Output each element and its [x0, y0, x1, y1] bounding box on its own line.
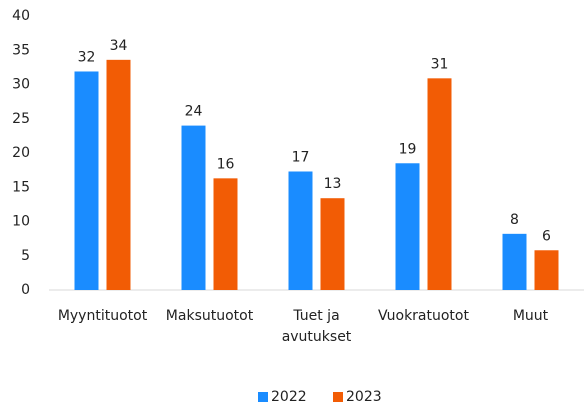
y-tick-label: 30 [12, 77, 30, 93]
bar [534, 250, 559, 290]
y-tick-label: 40 [12, 8, 30, 24]
x-tick-label: Vuokratuotot [378, 308, 469, 324]
y-tick-label: 0 [21, 282, 30, 298]
data-label: 19 [399, 141, 417, 157]
y-tick-label: 5 [21, 248, 30, 264]
y-tick-label: 35 [12, 42, 30, 58]
data-label: 16 [217, 156, 235, 172]
x-tick-label: Myyntituotot [58, 308, 148, 324]
y-tick-label: 25 [12, 111, 30, 127]
y-tick-label: 20 [12, 145, 30, 161]
bar [213, 178, 238, 290]
y-tick-label: 15 [12, 179, 30, 195]
legend-label: 2023 [346, 389, 382, 405]
bar [320, 198, 345, 290]
bar [106, 59, 131, 291]
bar [288, 171, 313, 290]
data-label: 31 [431, 56, 449, 72]
data-label: 17 [292, 149, 310, 165]
data-label: 34 [110, 38, 128, 54]
bar [395, 163, 420, 290]
legend-swatch [333, 392, 343, 402]
x-tick-label: Maksutuotot [166, 308, 254, 324]
legend-label: 2022 [271, 389, 307, 405]
legend-swatch [258, 392, 268, 402]
data-label: 32 [78, 49, 96, 65]
bar [502, 233, 527, 290]
x-tick-label: Muut [513, 308, 549, 324]
data-label: 8 [510, 212, 519, 228]
y-tick-label: 10 [12, 214, 30, 230]
data-label: 13 [324, 176, 342, 192]
bar [427, 78, 452, 291]
data-label: 6 [542, 228, 551, 244]
bar [74, 71, 99, 290]
bar [181, 125, 206, 290]
data-label: 24 [185, 104, 203, 120]
x-tick-label: Tuet ja avutukset [282, 308, 352, 345]
